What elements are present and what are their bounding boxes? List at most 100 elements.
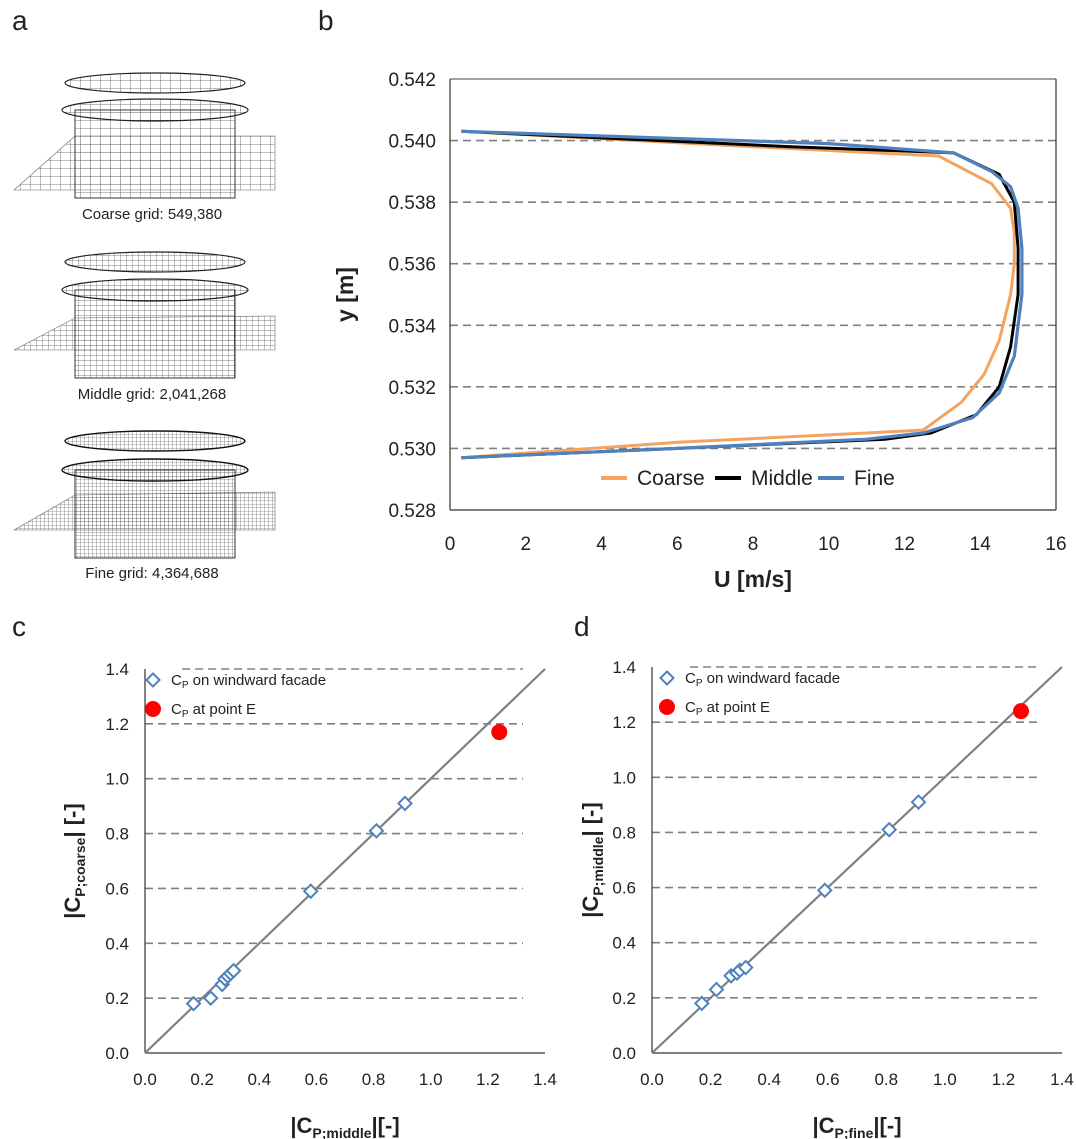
tick-label-x: 1.0 [933,1070,957,1089]
series-line-fine [461,129,1024,460]
data-point-windward [881,821,898,838]
data-point-point-e [1013,703,1029,720]
tick-label-x: 0.0 [640,1070,664,1089]
tick-label-x: 1.2 [992,1070,1016,1089]
tick-label-y: 1.0 [105,770,129,789]
legend-label-fine: Fine [854,467,895,490]
tick-label-y: 0.4 [612,934,636,953]
tick-label-y: 0.2 [105,989,129,1008]
tick-label-y: 1.0 [612,768,636,787]
tick-label-x: 0 [445,534,456,555]
tick-label-y: 0.534 [388,316,436,337]
data-point-windward [910,794,927,811]
mesh-illustration-fine [12,430,276,559]
data-point-windward [737,959,754,976]
caption-middle: Middle grid: 2,041,268 [78,386,226,403]
building-mesh-fine [74,469,236,559]
chart-b-velocity-profile: 0.528 0.530 0.532 0.534 0.536 0.538 0.540 0.542… [332,70,1067,592]
tick-label-y: 0.6 [105,879,129,898]
panel-letter-d: d [574,611,590,642]
mesh-illustration-coarse [13,72,276,199]
tick-label-y: 0.540 [388,132,436,153]
panel-letter-a: a [12,5,28,36]
axis-title-y: |CP;coarse| [-] [60,803,88,918]
data-point-windward [202,990,219,1007]
caption-coarse: Coarse grid: 549,380 [82,206,222,223]
chart-c-coarse-vs-middle: 0.0 0.2 0.4 0.6 0.8 1.0 1.2 1.4 0.0 0.2 0.4 0.6 0.8 1… [60,660,557,1139]
tick-label-x: 1.4 [1050,1070,1074,1089]
legend-marker-point-e [659,699,675,715]
legend-label-windward: CP on windward facade [171,672,326,691]
tick-label-y: 0.536 [388,255,436,276]
tick-label-x: 2 [520,534,531,555]
tick-label-y: 1.2 [612,713,636,732]
legend-label-middle: Middle [751,467,813,490]
tick-label-y: 1.2 [105,715,129,734]
legend-label-windward: CP on windward facade [685,670,840,689]
legend-label-point-e: CP at point E [171,701,256,720]
tick-label-y: 0.4 [105,934,129,953]
data-point-windward [302,883,319,900]
tick-label-x: 1.0 [419,1070,443,1089]
data-point-windward [368,822,385,839]
data-point-windward [185,995,202,1012]
tick-label-y: 0.0 [105,1044,129,1063]
data-point-point-e [491,724,508,741]
axis-title-x: U [m/s] [714,566,792,592]
panel-letter-c: c [12,611,26,642]
tick-label-x: 10 [818,534,839,555]
tick-label-y: 0.530 [388,439,436,460]
data-point-windward [397,795,413,812]
building-mesh-coarse [74,109,236,199]
axis-title-x: |CP;middle|[-] [290,1113,399,1139]
tick-label-x: 0.8 [362,1070,386,1089]
building-mesh-middle [74,289,236,379]
axis-title-y: y [m] [332,267,358,322]
panel-letter-b: b [318,5,334,36]
disc-mesh-middle [64,251,246,273]
tick-label-x: 1.4 [533,1070,557,1089]
axis-title-x: |CP;fine|[-] [812,1113,901,1139]
tick-label-x: 6 [672,534,683,555]
tick-label-y: 0.542 [388,70,436,91]
tick-label-y: 0.532 [388,378,436,399]
tick-label-y: 0.8 [612,823,636,842]
tick-label-x: 0.2 [699,1070,723,1089]
data-point-windward [708,981,725,998]
data-point-windward [225,962,242,979]
series-line-middle [461,129,1020,460]
tick-label-x: 0.6 [816,1070,840,1089]
tick-label-y: 0.528 [388,501,436,522]
legend-marker-windward [145,672,161,688]
disc-mesh-fine [64,430,246,452]
tick-label-x: 1.2 [476,1070,500,1089]
axis-title-y: |CP;middle| [-] [578,802,606,917]
tick-label-x: 0.4 [757,1070,781,1089]
tick-label-x: 0.0 [133,1070,157,1089]
tick-label-x: 16 [1045,534,1066,555]
tick-label-y: 1.4 [105,660,129,679]
tick-label-y: 0.6 [612,879,636,898]
roof-mesh-fine [61,458,249,482]
legend-marker-windward [659,670,675,686]
chart-d-middle-vs-fine: 0.0 0.2 0.4 0.6 0.8 1.0 1.2 1.4 0.0 0.2 0.4 0.6 0.8 1… [578,658,1074,1139]
data-point-windward [693,995,710,1012]
legend-marker-point-e [145,701,161,717]
tick-label-y: 1.4 [612,658,636,677]
tick-label-x: 0.4 [247,1070,271,1089]
tick-label-x: 0.2 [190,1070,214,1089]
legend-label-point-e: CP at point E [685,699,770,718]
tick-label-y: 0.2 [612,989,636,1008]
tick-label-x: 0.6 [305,1070,329,1089]
tick-label-x: 0.8 [874,1070,898,1089]
series-line-coarse [461,129,1016,460]
tick-label-x: 8 [748,534,759,555]
diagonal-line [651,666,1063,1054]
tick-label-x: 4 [596,534,607,555]
roof-mesh-middle [61,278,249,302]
tick-label-x: 12 [894,534,915,555]
disc-mesh-coarse [64,72,246,94]
data-point-windward [816,882,833,899]
caption-fine: Fine grid: 4,364,688 [85,565,218,582]
tick-label-y: 0.538 [388,193,436,214]
